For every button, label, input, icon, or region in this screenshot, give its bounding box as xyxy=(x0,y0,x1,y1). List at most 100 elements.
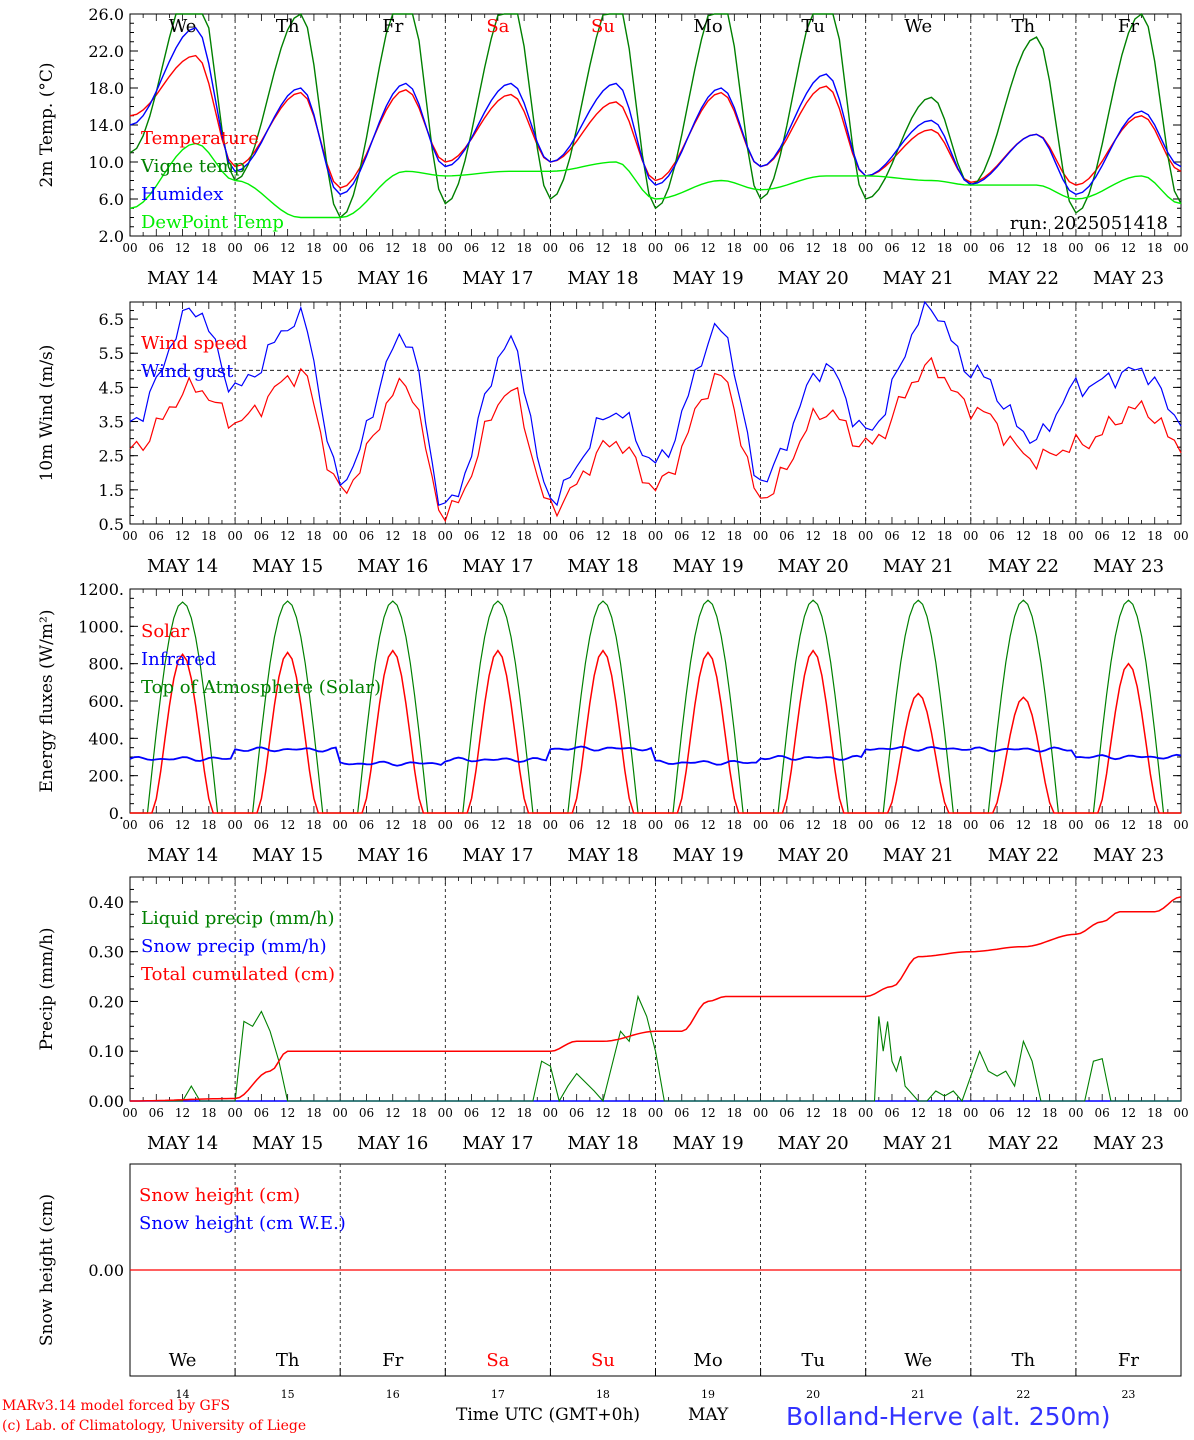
hour-label: 00 xyxy=(122,1106,137,1120)
weekday-label: Sa xyxy=(486,16,509,37)
y-tick-label: 0.5 xyxy=(99,515,124,534)
hour-label: 18 xyxy=(411,529,426,543)
hour-label: 18 xyxy=(727,529,742,543)
hour-label: 18 xyxy=(832,818,847,832)
hour-label: 00 xyxy=(438,1106,453,1120)
y-tick-label: 2.5 xyxy=(99,447,124,466)
hour-label: 18 xyxy=(937,1106,952,1120)
y-tick-label: 2.0 xyxy=(99,227,124,246)
weekday-label: Su xyxy=(591,16,615,37)
hour-label: 06 xyxy=(464,241,479,255)
hour-label: 00 xyxy=(543,529,558,543)
day-number-label: 15 xyxy=(281,1388,295,1400)
weekday-label: We xyxy=(904,1350,932,1371)
hour-label: 00 xyxy=(122,529,137,543)
day-number-label: 17 xyxy=(491,1388,505,1400)
date-label: MAY 20 xyxy=(778,268,849,289)
hour-label: 12 xyxy=(1016,241,1031,255)
series-line-total-cumulated xyxy=(130,896,1182,1102)
date-label: MAY 15 xyxy=(252,1133,323,1154)
date-label: MAY 14 xyxy=(147,845,218,866)
date-label: MAY 23 xyxy=(1093,268,1164,289)
hour-label: 18 xyxy=(937,529,952,543)
date-label: MAY 19 xyxy=(672,268,743,289)
hour-label: 06 xyxy=(674,818,689,832)
weekday-label: Th xyxy=(1012,16,1036,37)
hour-label: 12 xyxy=(700,241,715,255)
legend-entry: Liquid precip (mm/h) xyxy=(141,908,335,929)
date-label: MAY 19 xyxy=(672,556,743,577)
hour-label: 18 xyxy=(727,818,742,832)
hour-label: 12 xyxy=(595,1106,610,1120)
hour-label: 00 xyxy=(1068,1106,1083,1120)
hour-label: 12 xyxy=(911,529,926,543)
hour-label: 12 xyxy=(806,241,821,255)
day-number-label: 20 xyxy=(806,1388,820,1400)
hour-label: 00 xyxy=(1068,241,1083,255)
hour-label: 00 xyxy=(963,529,978,543)
y-tick-label: 6.5 xyxy=(99,310,124,329)
date-label: MAY 21 xyxy=(883,268,954,289)
date-label: MAY 16 xyxy=(357,268,428,289)
hour-label: 12 xyxy=(280,818,295,832)
date-label: MAY 23 xyxy=(1093,1133,1164,1154)
hour-label: 06 xyxy=(464,1106,479,1120)
weekday-label: We xyxy=(169,16,197,37)
y-tick-label: 0.00 xyxy=(88,1092,124,1111)
hour-label: 18 xyxy=(1147,241,1162,255)
legend-entry: Total cumulated (cm) xyxy=(141,964,335,985)
y-tick-label: 1200. xyxy=(78,580,124,599)
hour-label: 12 xyxy=(490,241,505,255)
hour-label: 06 xyxy=(1095,529,1110,543)
date-label: MAY 22 xyxy=(988,845,1059,866)
legend-entry: Wind gust xyxy=(141,361,234,382)
date-label: MAY 18 xyxy=(567,268,638,289)
date-label: MAY 20 xyxy=(778,845,849,866)
date-label: MAY 21 xyxy=(883,1133,954,1154)
hour-label: 18 xyxy=(411,241,426,255)
y-axis-label: 10m Wind (m/s) xyxy=(37,345,57,482)
hour-label: 00 xyxy=(1173,818,1188,832)
legend-entry: Snow height (cm W.E.) xyxy=(139,1213,346,1234)
hour-label: 06 xyxy=(1095,1106,1110,1120)
hour-label: 00 xyxy=(543,241,558,255)
hour-label: 12 xyxy=(490,818,505,832)
hour-label: 12 xyxy=(280,1106,295,1120)
date-label: MAY 14 xyxy=(147,1133,218,1154)
hour-label: 18 xyxy=(832,1106,847,1120)
hour-label: 12 xyxy=(385,241,400,255)
hour-label: 12 xyxy=(1121,1106,1136,1120)
station-name: Bolland-Herve (alt. 250m) xyxy=(786,1402,1111,1431)
hour-label: 12 xyxy=(595,818,610,832)
hour-label: 06 xyxy=(884,529,899,543)
hour-label: 06 xyxy=(779,241,794,255)
hour-label: 06 xyxy=(989,818,1004,832)
y-tick-label: 6.0 xyxy=(99,190,124,209)
run-annotation: run: 2025051418 xyxy=(1010,213,1168,234)
hour-label: 12 xyxy=(175,241,190,255)
hour-label: 12 xyxy=(280,241,295,255)
hour-label: 18 xyxy=(201,241,216,255)
hour-label: 12 xyxy=(1121,241,1136,255)
y-axis-label: Energy fluxes (W/m²) xyxy=(37,610,57,793)
panel-1: 00 06 12 18 00 06 12 18 00 06 12 18 00 06 12 18 00 06 12 18… xyxy=(37,5,1189,289)
date-label: MAY 18 xyxy=(567,556,638,577)
legend-entry: Snow height (cm) xyxy=(139,1185,300,1206)
model-credit-line1: MARv3.14 model forced by GFS xyxy=(2,1398,231,1414)
date-label: MAY 22 xyxy=(988,556,1059,577)
hour-label: 18 xyxy=(1147,529,1162,543)
y-axis-label: 2m Temp. (°C) xyxy=(37,62,57,187)
hour-label: 00 xyxy=(858,241,873,255)
date-label: MAY 15 xyxy=(252,268,323,289)
hour-label: 12 xyxy=(806,818,821,832)
hour-label: 00 xyxy=(122,241,137,255)
hour-label: 18 xyxy=(937,241,952,255)
hour-label: 12 xyxy=(700,1106,715,1120)
hour-label: 12 xyxy=(700,818,715,832)
date-label: MAY 23 xyxy=(1093,556,1164,577)
hour-label: 12 xyxy=(1016,1106,1031,1120)
date-label: MAY 18 xyxy=(567,1133,638,1154)
hour-label: 18 xyxy=(201,529,216,543)
weekday-label: We xyxy=(904,16,932,37)
legend-entry: DewPoint Temp xyxy=(141,212,284,233)
